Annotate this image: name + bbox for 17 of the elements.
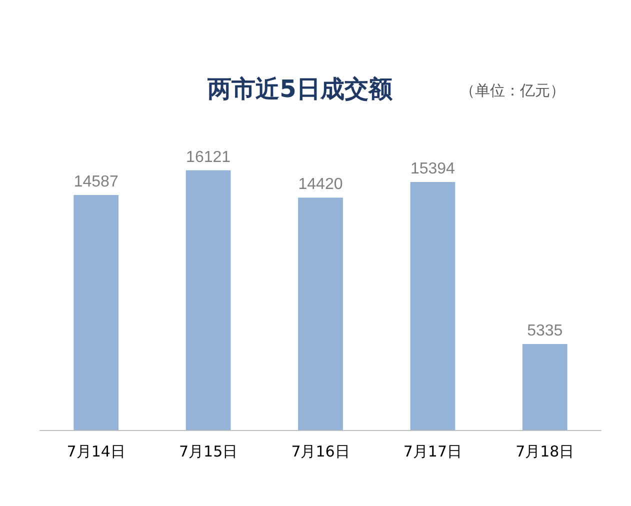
x-tick-label: 7月14日 <box>66 442 126 460</box>
bar <box>522 344 568 430</box>
x-tick-label: 7月17日 <box>403 442 462 460</box>
chart-subtitle: （单位：亿元） <box>460 82 565 100</box>
bar <box>410 182 456 430</box>
x-tick-label: 7月18日 <box>516 442 574 460</box>
data-label: 14420 <box>298 176 343 194</box>
data-label: 14587 <box>74 173 118 190</box>
x-tick-label: 7月16日 <box>291 442 350 460</box>
bar <box>74 194 119 430</box>
x-tick-label: 7月15日 <box>178 442 238 460</box>
data-label: 15394 <box>410 160 456 178</box>
chart-title: 两市近5日成交额 <box>206 75 394 103</box>
bar <box>298 198 343 430</box>
bar <box>186 170 231 430</box>
data-label: 16121 <box>186 148 231 166</box>
data-label: 5335 <box>527 322 563 340</box>
